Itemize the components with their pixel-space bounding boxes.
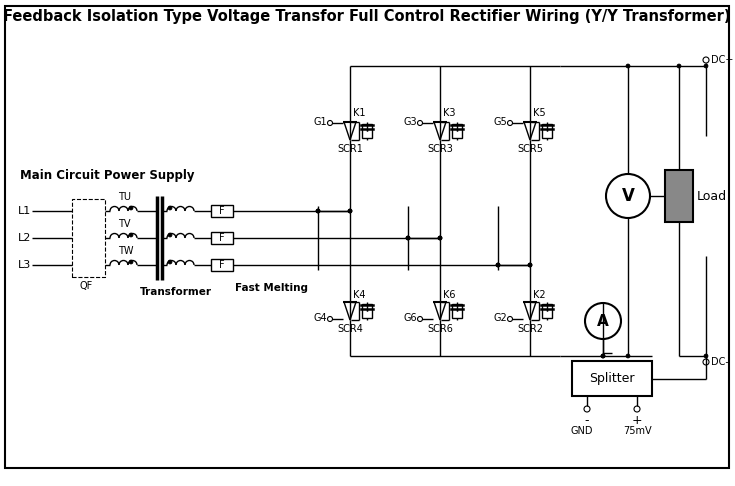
Text: TW: TW: [118, 246, 134, 256]
Text: 75mV: 75mV: [624, 426, 652, 436]
Circle shape: [626, 354, 630, 358]
Circle shape: [438, 236, 442, 240]
Text: SCR2: SCR2: [517, 324, 543, 334]
Text: TU: TU: [118, 192, 131, 202]
Bar: [542, 304, 552, 318]
Circle shape: [626, 64, 630, 68]
Text: K6: K6: [443, 290, 456, 300]
Text: K3: K3: [443, 108, 456, 118]
Bar: [362, 304, 372, 318]
Bar: [72, 199, 105, 277]
Circle shape: [316, 209, 320, 213]
Text: Load: Load: [697, 190, 727, 203]
Circle shape: [528, 263, 532, 267]
Circle shape: [703, 359, 709, 365]
Circle shape: [585, 303, 621, 339]
Text: L1: L1: [18, 206, 32, 216]
Circle shape: [507, 316, 512, 322]
Circle shape: [328, 316, 332, 322]
Circle shape: [348, 209, 352, 213]
Text: G5: G5: [493, 117, 507, 127]
Text: SCR6: SCR6: [427, 324, 453, 334]
Bar: [572, 361, 652, 396]
Text: G4: G4: [313, 313, 327, 323]
Bar: [452, 124, 462, 138]
Text: Splitter: Splitter: [589, 372, 635, 385]
Circle shape: [406, 236, 410, 240]
Bar: [362, 124, 372, 138]
Circle shape: [507, 121, 512, 125]
Text: DC-: DC-: [711, 357, 729, 367]
Bar: [211, 232, 233, 244]
Bar: [211, 259, 233, 271]
Circle shape: [348, 209, 352, 213]
Text: SCR1: SCR1: [337, 144, 363, 154]
Circle shape: [406, 236, 410, 240]
Bar: [452, 304, 462, 318]
Circle shape: [634, 406, 640, 412]
Circle shape: [601, 354, 605, 358]
Text: L3: L3: [18, 260, 32, 270]
Circle shape: [129, 206, 133, 210]
Circle shape: [417, 121, 423, 125]
Text: TV: TV: [118, 219, 131, 229]
Bar: [542, 124, 552, 138]
Text: F: F: [219, 233, 225, 243]
Circle shape: [606, 174, 650, 218]
Text: V: V: [622, 187, 634, 205]
Circle shape: [438, 236, 442, 240]
Text: SCR4: SCR4: [337, 324, 363, 334]
Circle shape: [528, 263, 532, 267]
Circle shape: [316, 209, 320, 213]
Circle shape: [168, 260, 172, 264]
Circle shape: [704, 354, 708, 358]
Text: L2: L2: [18, 233, 32, 243]
Circle shape: [677, 64, 681, 68]
Text: G3: G3: [404, 117, 417, 127]
Text: Transformer: Transformer: [140, 287, 212, 297]
Text: K5: K5: [533, 108, 545, 118]
Text: DC+: DC+: [711, 55, 734, 65]
Bar: [211, 205, 233, 217]
Circle shape: [168, 206, 172, 210]
Circle shape: [328, 121, 332, 125]
Text: G6: G6: [404, 313, 417, 323]
Circle shape: [703, 57, 709, 63]
Text: +: +: [631, 414, 642, 427]
Text: Feedback Isolation Type Voltage Transfor Full Control Rectifier Wiring (Y/Y Tran: Feedback Isolation Type Voltage Transfor…: [3, 9, 731, 24]
Text: A: A: [597, 313, 609, 329]
Circle shape: [417, 316, 423, 322]
Text: K2: K2: [533, 290, 545, 300]
Circle shape: [168, 233, 172, 237]
Circle shape: [704, 64, 708, 68]
Text: Fast Melting: Fast Melting: [235, 283, 308, 293]
Text: -: -: [585, 414, 589, 427]
Circle shape: [129, 233, 133, 237]
Circle shape: [601, 354, 605, 358]
Text: GND: GND: [571, 426, 593, 436]
Text: F: F: [219, 206, 225, 216]
Circle shape: [129, 260, 133, 264]
Circle shape: [496, 263, 500, 267]
Text: F: F: [219, 260, 225, 270]
Text: G1: G1: [313, 117, 327, 127]
Text: K1: K1: [353, 108, 365, 118]
Circle shape: [496, 263, 500, 267]
Text: Main Circuit Power Supply: Main Circuit Power Supply: [20, 170, 195, 183]
Text: QF: QF: [80, 281, 93, 291]
Text: G2: G2: [493, 313, 507, 323]
Text: K4: K4: [353, 290, 365, 300]
Text: SCR3: SCR3: [427, 144, 453, 154]
Text: SCR5: SCR5: [517, 144, 543, 154]
Bar: [665, 170, 693, 222]
Circle shape: [584, 406, 590, 412]
